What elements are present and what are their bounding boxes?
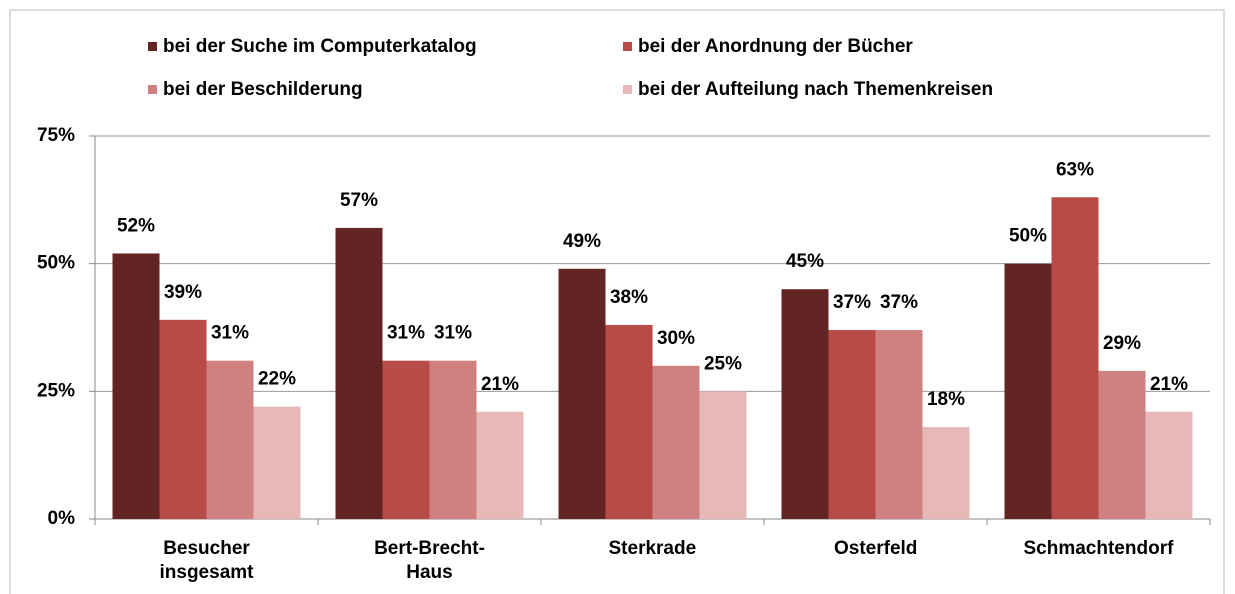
bar	[1051, 197, 1099, 519]
x-tick-label: Schmachtendorf	[1023, 538, 1174, 559]
data-label: 25%	[704, 353, 742, 374]
y-tick-label: 75%	[37, 125, 75, 146]
bar	[828, 330, 876, 519]
data-label: 31%	[387, 323, 425, 344]
bar	[699, 391, 747, 519]
x-tick-label: Osterfeld	[834, 538, 918, 559]
legend-label: bei der Aufteilung nach Themenkreisen	[638, 79, 993, 100]
data-label: 52%	[117, 215, 155, 236]
bar	[1145, 411, 1193, 519]
data-label: 18%	[927, 389, 965, 410]
data-label: 37%	[833, 292, 871, 313]
data-label: 57%	[340, 190, 378, 211]
y-tick-label: 25%	[37, 380, 75, 401]
frame	[9, 9, 1225, 594]
bar	[382, 360, 430, 519]
bar	[1098, 370, 1146, 519]
bar	[335, 227, 383, 520]
data-label: 50%	[1009, 226, 1047, 247]
bar	[605, 324, 653, 519]
data-label: 49%	[563, 231, 601, 252]
data-label: 38%	[610, 287, 648, 308]
data-label: 21%	[481, 374, 519, 395]
bar	[206, 360, 254, 519]
data-label: 22%	[258, 369, 296, 390]
bar	[1004, 263, 1052, 519]
bar	[781, 289, 829, 519]
legend-swatch	[623, 85, 632, 94]
legend-label: bei der Suche im Computerkatalog	[163, 36, 477, 57]
data-label: 63%	[1056, 159, 1094, 180]
bar	[112, 253, 160, 519]
data-label: 37%	[880, 292, 918, 313]
x-tick-label: Besucher insgesamt	[159, 538, 254, 583]
bar	[253, 406, 301, 519]
y-tick-label: 50%	[37, 253, 75, 274]
legend-swatch	[148, 85, 157, 94]
bar	[558, 268, 606, 519]
legend-label: bei der Anordnung der Bücher	[638, 36, 913, 57]
bar	[922, 427, 970, 519]
data-label: 30%	[657, 328, 695, 349]
data-label: 45%	[786, 251, 824, 272]
y-tick-label: 0%	[48, 508, 76, 529]
data-label: 31%	[211, 323, 249, 344]
legend-swatch	[148, 42, 157, 51]
data-label: 21%	[1150, 374, 1188, 395]
bar	[476, 411, 524, 519]
x-tick-label: Bert-Brecht-Haus	[374, 538, 485, 583]
data-label: 39%	[164, 282, 202, 303]
legend-swatch	[623, 42, 632, 51]
data-label: 31%	[434, 323, 472, 344]
bar	[875, 330, 923, 519]
legend-label: bei der Beschilderung	[163, 79, 363, 100]
x-tick-label: Sterkrade	[608, 538, 697, 559]
bar	[159, 319, 207, 519]
bar	[652, 365, 700, 519]
bar	[429, 360, 477, 519]
data-label: 29%	[1103, 333, 1141, 354]
